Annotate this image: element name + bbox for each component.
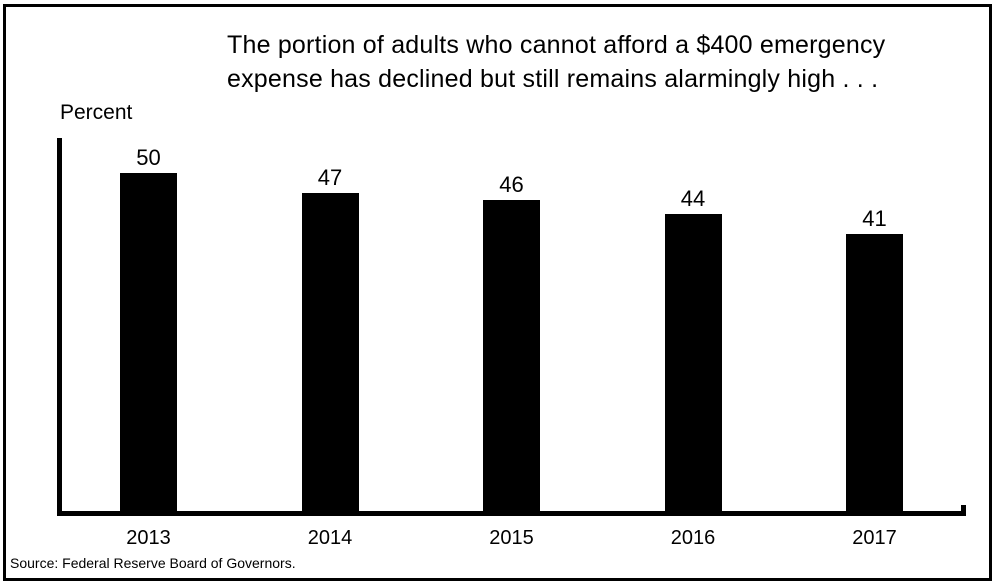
bar-2015 <box>483 200 540 511</box>
x-tick-label: 2016 <box>670 527 716 549</box>
x-tick-label: 2017 <box>852 527 897 549</box>
bar-value-label: 41 <box>862 206 887 231</box>
x-axis-line <box>57 511 966 516</box>
x-tick-label: 2013 <box>126 527 171 549</box>
source-note: Source: Federal Reserve Board of Governo… <box>10 555 296 571</box>
y-axis-label: Percent <box>60 101 133 124</box>
chart-title: The portion of adults who cannot afford … <box>227 28 967 96</box>
bar-value-label: 47 <box>317 165 343 190</box>
bar-value-label: 50 <box>136 145 161 170</box>
x-tick-label: 2015 <box>489 527 534 549</box>
bar-value-label: 44 <box>680 186 706 211</box>
bar-value-label: 46 <box>499 172 524 197</box>
chart-title-line2: expense has declined but still remains a… <box>227 65 879 93</box>
bar-2017 <box>846 234 903 511</box>
x-axis-end-tick <box>961 505 966 512</box>
x-tick-label: 2014 <box>307 527 353 549</box>
bar-2014 <box>301 193 359 511</box>
bar-2016 <box>664 214 722 511</box>
bar-2013 <box>120 173 177 511</box>
chart-title-line1: The portion of adults who cannot afford … <box>227 31 886 59</box>
y-axis-line <box>57 138 62 516</box>
